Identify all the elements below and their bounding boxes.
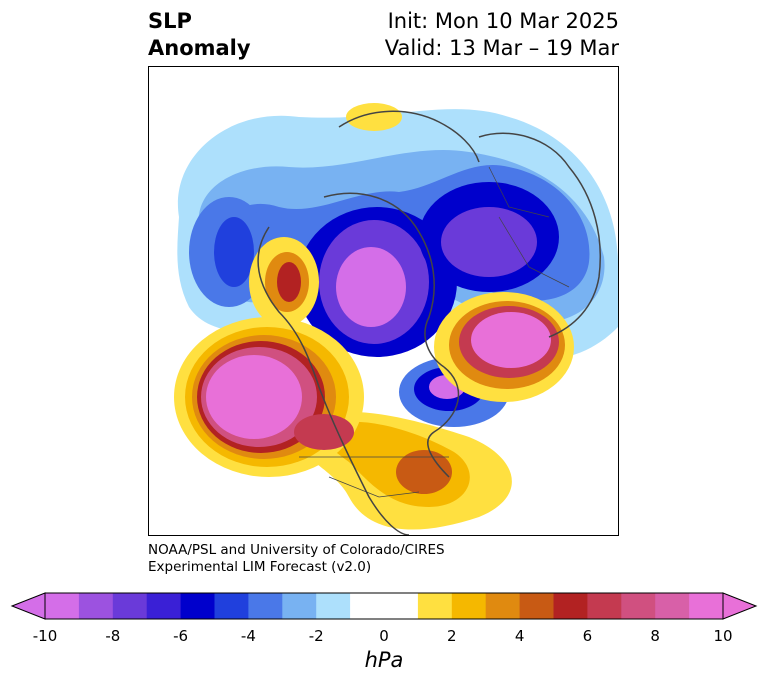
- colorbar-cell: [519, 593, 554, 619]
- colorbar-cell: [451, 593, 487, 619]
- colorbar-cell: [78, 593, 114, 619]
- colorbar-tick-label: 4: [514, 627, 525, 645]
- colorbar-cell: [485, 593, 521, 619]
- colorbar-cell: [214, 593, 249, 619]
- borders: [299, 166, 570, 498]
- anomaly-map: [174, 103, 618, 535]
- colorbar-left-extension: [10, 592, 46, 620]
- colorbar-tick-label: -4: [240, 627, 256, 645]
- colorbar-cell: [587, 593, 622, 619]
- colorbar-cell: [248, 593, 283, 619]
- colorbar-cell: [112, 593, 148, 619]
- valid-period: Valid: 13 Mar – 19 Mar: [384, 36, 619, 60]
- map-panel: [148, 66, 619, 536]
- colorbar-tick-label: -6: [173, 627, 189, 645]
- colorbar: [10, 592, 758, 620]
- coastlines: [257, 110, 601, 535]
- atlantic-high-core: [471, 312, 551, 368]
- colorbar-cell: [417, 593, 453, 619]
- colorbar-cell: [689, 593, 724, 619]
- forecast-dates: Init: Mon 10 Mar 2025 Valid: 13 Mar – 19…: [385, 8, 619, 62]
- pacific-neg-core: [214, 217, 254, 287]
- alaska-high-core: [277, 262, 301, 302]
- colorbar-right-extension: [722, 592, 758, 620]
- colorbar-outline: [44, 592, 724, 620]
- colorbar-tick-label: -10: [32, 627, 58, 645]
- colorbar-cell: [384, 593, 419, 619]
- eurasian-low-core: [441, 207, 537, 277]
- title-type: Anomaly: [148, 36, 251, 60]
- colorbar-cell: [655, 593, 690, 619]
- colorbar-cell: [45, 593, 80, 619]
- credit-line-2: Experimental LIM Forecast (v2.0): [148, 559, 372, 575]
- pacific-high-tail: [294, 414, 354, 450]
- colorbar-cell: [146, 593, 182, 619]
- colorbar-tick-label: 6: [582, 627, 593, 645]
- colorbar-tick-label: -8: [105, 627, 121, 645]
- colorbar-cell: [621, 593, 656, 619]
- title-variable: SLP: [148, 9, 192, 33]
- colorbar-tick-label: -2: [308, 627, 324, 645]
- colorbar-unit: hPa: [364, 648, 404, 672]
- colorbar-cell: [316, 593, 351, 619]
- colorbar-cell: [553, 593, 588, 619]
- colorbar-cell: [180, 593, 215, 619]
- data-credit: NOAA/PSL and University of Colorado/CIRE…: [148, 542, 445, 576]
- arctic-low-core: [336, 247, 406, 327]
- pacific-high-core: [206, 355, 302, 439]
- eastern-us-high-core: [396, 450, 452, 494]
- colorbar-cells: [45, 593, 724, 619]
- colorbar-tick-label: 10: [713, 627, 733, 645]
- colorbar-cell: [282, 593, 317, 619]
- colorbar-tick-label: 0: [379, 627, 389, 645]
- colorbar-ticks: -10 -8 -6 -4 -2 0 2 4 6 8 10: [0, 627, 768, 647]
- colorbar-tick-label: 2: [447, 627, 457, 645]
- credit-line-1: NOAA/PSL and University of Colorado/CIRE…: [148, 542, 445, 558]
- siberian-high: [346, 103, 402, 131]
- colorbar-tick-label: 8: [650, 627, 660, 645]
- init-date: Init: Mon 10 Mar 2025: [387, 9, 619, 33]
- map-title: SLP Anomaly: [148, 8, 251, 62]
- colorbar-cell: [350, 593, 385, 619]
